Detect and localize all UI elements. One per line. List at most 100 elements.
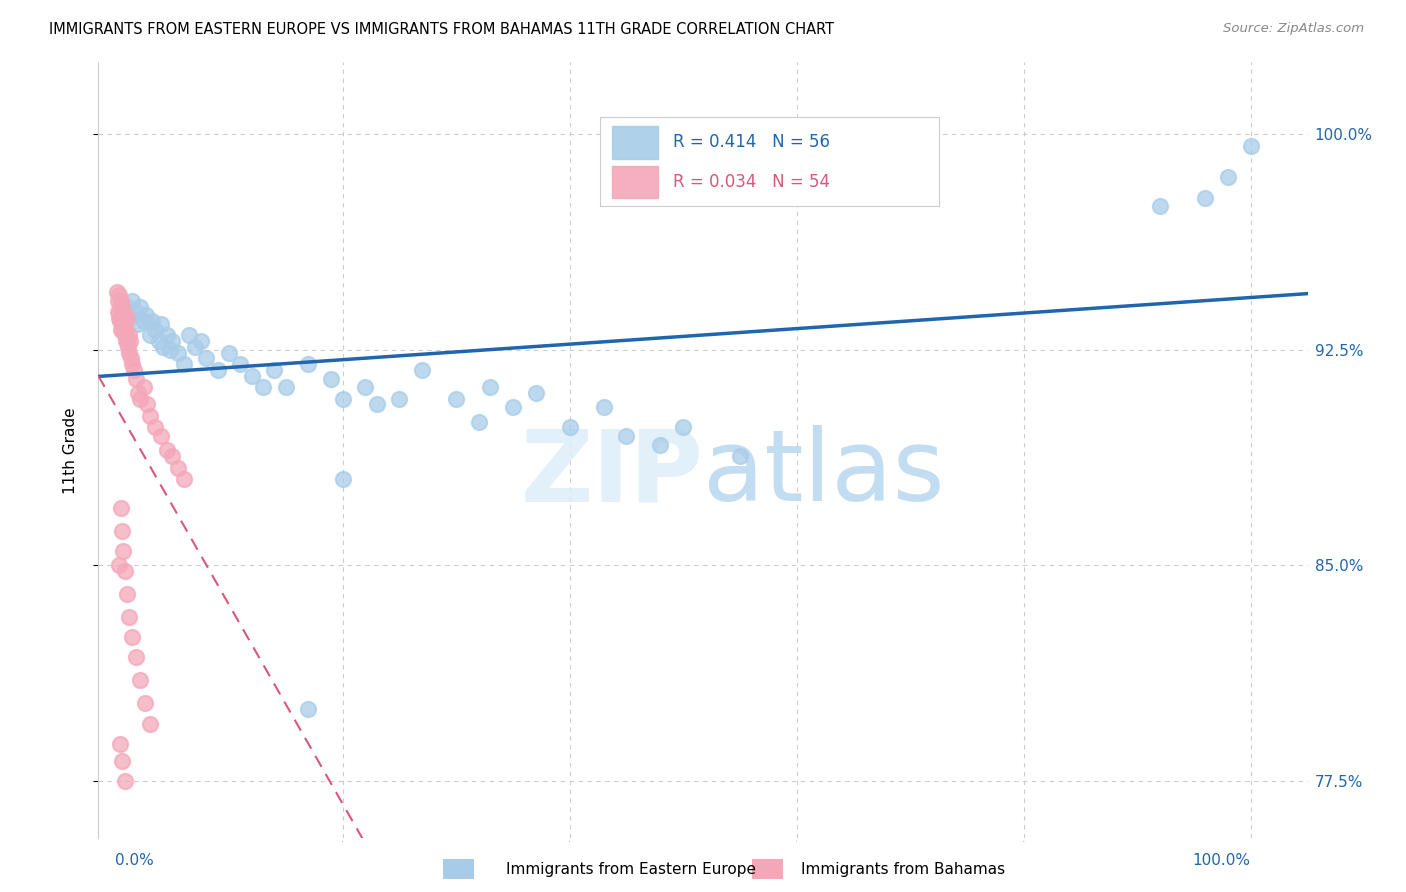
Point [112,305,135,319]
Point [132,314,155,328]
Text: R = 0.034   N = 54: R = 0.034 N = 54 [672,173,830,191]
Point [110,293,132,308]
Point [112,323,135,337]
Point [127,317,149,331]
Point [252,380,274,394]
Point [108,558,131,573]
Bar [613,166,658,198]
Point [1194,190,1216,204]
Point [141,314,163,328]
Point [143,323,166,337]
Point [138,716,160,731]
Point [159,343,181,357]
Point [127,386,149,401]
Point [366,397,388,411]
Point [111,300,134,314]
Point [120,334,142,349]
Point [143,420,166,434]
Point [240,368,263,383]
Point [179,328,201,343]
Point [110,300,132,314]
Point [121,293,143,308]
Point [138,409,160,423]
Point [155,443,177,458]
Point [524,386,547,401]
Point [160,449,183,463]
Point [110,500,132,515]
Point [173,357,195,371]
Text: IMMIGRANTS FROM EASTERN EUROPE VS IMMIGRANTS FROM BAHAMAS 11TH GRADE CORRELATION: IMMIGRANTS FROM EASTERN EUROPE VS IMMIGR… [49,22,834,37]
Point [229,357,252,371]
Point [118,328,141,343]
Point [149,429,172,443]
Y-axis label: 11th Grade: 11th Grade [63,407,77,494]
Point [444,392,467,406]
Point [132,380,155,394]
Text: Immigrants from Bahamas: Immigrants from Bahamas [801,863,1005,877]
Point [148,334,170,349]
Point [111,754,134,768]
Point [160,334,183,349]
Point [121,357,143,371]
Point [114,334,136,349]
Point [114,564,136,578]
Point [297,702,319,716]
Point [125,305,148,319]
Point [112,544,135,558]
Text: atlas: atlas [703,425,945,522]
Text: ZIP: ZIP [520,425,703,522]
Point [134,697,156,711]
Point [125,371,148,385]
Point [108,288,131,302]
Point [115,334,138,349]
Point [108,300,131,314]
Point [263,363,285,377]
Point [111,311,134,326]
Point [195,351,218,366]
Point [118,311,141,326]
Point [121,630,143,644]
Point [152,340,174,354]
Point [354,380,377,394]
Point [167,345,190,359]
Text: 0.0%: 0.0% [115,853,155,868]
Point [650,438,672,452]
Point [558,420,581,434]
Point [115,300,138,314]
Point [411,363,433,377]
Point [1240,138,1263,153]
Point [129,392,152,406]
Point [129,673,152,688]
Point [114,314,136,328]
Point [135,309,157,323]
Text: Source: ZipAtlas.com: Source: ZipAtlas.com [1223,22,1364,36]
Point [120,351,142,366]
Point [502,401,524,415]
Point [321,371,343,385]
Point [114,323,136,337]
Point [274,380,297,394]
Point [117,340,139,354]
Point [388,392,411,406]
Point [125,650,148,665]
Point [297,357,319,371]
Bar [613,126,658,159]
Point [136,397,159,411]
Point [110,305,132,319]
Point [107,293,129,308]
Point [332,392,354,406]
Point [332,472,354,486]
Point [110,323,132,337]
Point [118,610,141,624]
Point [118,345,141,359]
Point [108,311,131,326]
Point [107,305,129,319]
Point [114,305,136,319]
Point [167,460,190,475]
Point [479,380,502,394]
Point [108,314,131,328]
Text: R = 0.414   N = 56: R = 0.414 N = 56 [672,134,830,152]
Point [114,774,136,789]
Point [149,317,172,331]
Point [108,737,131,751]
